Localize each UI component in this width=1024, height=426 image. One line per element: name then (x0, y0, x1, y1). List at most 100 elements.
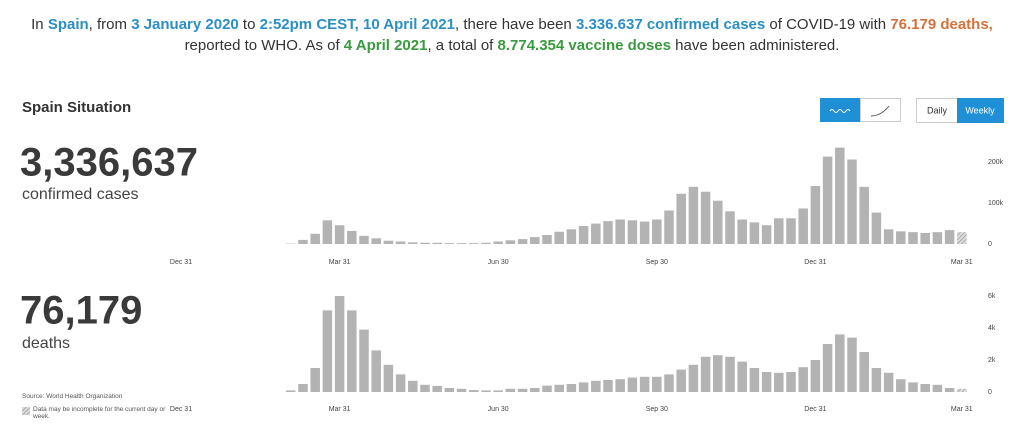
x-tick-label: Sep 30 (646, 406, 668, 413)
bar (700, 356, 711, 392)
bar (920, 232, 930, 244)
source: Source: World Health Organization (22, 393, 123, 400)
bar (591, 223, 601, 244)
bar (859, 352, 869, 392)
bar (286, 390, 296, 392)
summary: In Spain, from 3 January 2020 to 2:52pm … (0, 14, 1024, 56)
text: , from (88, 16, 132, 33)
bar (310, 368, 320, 392)
bar (530, 237, 540, 244)
bar (737, 361, 747, 392)
bar (371, 350, 381, 392)
icon (829, 109, 851, 113)
bar (883, 372, 894, 392)
x-tick-label: Dec 31 (804, 259, 826, 266)
bar (322, 220, 333, 244)
bar (749, 368, 760, 392)
highlight: 4 April 2021 (343, 37, 428, 54)
metric-label: confirmed cases (22, 186, 139, 203)
button-label: Daily (927, 105, 948, 115)
bar (859, 186, 869, 244)
x-tick-label: Sep 30 (646, 259, 668, 266)
metric-label: deaths (22, 335, 70, 352)
bar (542, 385, 552, 392)
bar (737, 219, 747, 244)
bar (932, 232, 943, 244)
bar (725, 211, 735, 244)
bar (298, 384, 308, 392)
bar (578, 226, 589, 244)
bar (408, 242, 418, 244)
bar (700, 191, 711, 244)
bar (835, 334, 845, 392)
bar (566, 229, 577, 244)
bar (408, 380, 418, 392)
bar (481, 242, 491, 244)
bar (761, 372, 772, 392)
bar (810, 360, 821, 392)
bar (847, 159, 857, 244)
cumulative-button[interactable] (860, 98, 901, 122)
x-tick-label: Jun 30 (488, 406, 509, 413)
bar (847, 337, 857, 392)
bar (798, 208, 808, 244)
text: have been administered. (670, 37, 840, 54)
bar (786, 372, 796, 392)
y-tick-label: 4k (988, 325, 996, 332)
bar (334, 296, 345, 392)
bar (896, 231, 906, 244)
bar (469, 390, 479, 392)
bar (615, 379, 625, 392)
bar (761, 225, 772, 244)
bar (603, 380, 613, 392)
bar (713, 200, 723, 244)
summary-line: reported to WHO. As of 4 April 2021, a t… (0, 35, 1024, 56)
x-tick-label: Mar 31 (329, 406, 351, 413)
bar (505, 240, 516, 244)
bar (615, 219, 625, 244)
bar (542, 235, 552, 244)
bar (896, 379, 906, 392)
y-tick-label: 2k (988, 357, 996, 364)
text: to (238, 16, 260, 33)
bar (713, 355, 723, 392)
bar (298, 239, 308, 244)
bar (347, 310, 357, 392)
button-label: Weekly (965, 105, 995, 115)
bar (566, 384, 577, 392)
bar (749, 222, 760, 244)
icon (870, 105, 890, 117)
bar (554, 384, 564, 392)
section-title: Spain Situation (22, 99, 131, 116)
bar (957, 232, 967, 244)
y-tick-label: 0 (988, 241, 992, 248)
x-tick-label: Dec 31 (170, 406, 192, 413)
bar (420, 242, 430, 244)
bar (944, 388, 955, 392)
summary-line: In Spain, from 3 January 2020 to 2:52pm … (0, 14, 1024, 35)
text: , there have been (455, 16, 576, 33)
bar (774, 372, 784, 392)
bar (359, 329, 369, 392)
bar (957, 388, 967, 392)
bar (395, 374, 406, 392)
daily-button[interactable] (916, 98, 958, 123)
bar (530, 388, 540, 392)
bar (786, 218, 796, 244)
bar (664, 210, 674, 244)
bar (627, 220, 638, 244)
bar (774, 218, 784, 244)
incomplete-swatch (22, 407, 30, 415)
weekly-button[interactable] (957, 98, 1004, 123)
incomplete-note: Data may be incomplete for the current d… (33, 406, 166, 420)
bar (822, 156, 833, 244)
bar (444, 388, 455, 392)
bar (310, 233, 320, 244)
bar (932, 384, 943, 392)
y-tick-label: 100k (988, 200, 1004, 207)
y-tick-label: 0 (988, 389, 992, 396)
bar (481, 390, 491, 392)
bar (688, 364, 699, 392)
